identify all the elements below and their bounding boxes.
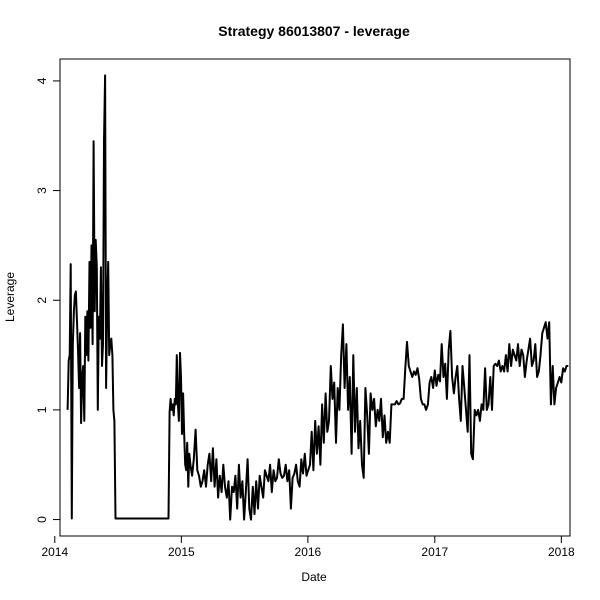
y-tick-label: 3: [35, 187, 49, 194]
y-axis-label: Leverage: [3, 272, 17, 322]
plot-frame: [59, 58, 571, 537]
x-tick-label: 2014: [41, 545, 68, 559]
chart-title: Strategy 86013807 - leverage: [218, 23, 410, 39]
x-tick-label: 2015: [168, 545, 195, 559]
x-tick-label: 2018: [548, 545, 575, 559]
x-axis: 2014 2015 2016 2017 2018: [41, 536, 575, 559]
y-tick-label: 1: [35, 406, 49, 413]
x-tick-label: 2016: [295, 545, 322, 559]
y-tick-label: 4: [35, 77, 49, 84]
x-axis-label: Date: [301, 570, 327, 584]
y-axis: 0 1 2 3 4: [35, 77, 60, 523]
y-tick-label: 2: [35, 297, 49, 304]
y-tick-label: 0: [35, 516, 49, 523]
series-line-leverage: [66, 74, 569, 521]
x-tick-label: 2017: [421, 545, 448, 559]
